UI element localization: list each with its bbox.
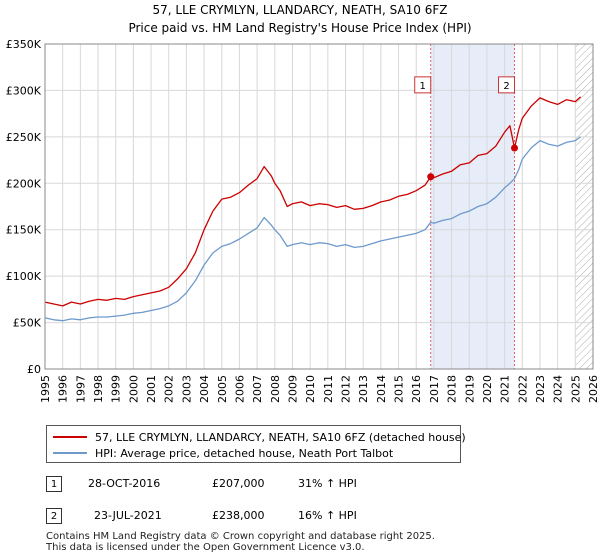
x-tick-label: 2011: [322, 375, 335, 403]
x-tick-label: 1996: [57, 375, 70, 403]
highlight-band: [430, 44, 515, 369]
y-tick-label: £100K: [6, 270, 42, 283]
footer: Contains HM Land Registry data © Crown c…: [46, 531, 435, 553]
legend: 57, LLE CRYMLYN, LLANDARCY, NEATH, SA10 …: [46, 425, 466, 463]
table-row: 1 28-OCT-2016 £207,000 31% ↑ HPI: [46, 476, 406, 496]
transaction-date: 28-OCT-2016: [88, 477, 161, 490]
y-tick-label: £250K: [6, 131, 42, 144]
transaction-price: £238,000: [212, 509, 265, 522]
sale-point: [427, 173, 435, 181]
x-tick-label: 2025: [569, 375, 582, 403]
marker-badge: 1: [46, 476, 62, 492]
x-tick-label: 2015: [393, 375, 406, 403]
price-chart: 57, LLE CRYMLYN, LLANDARCY, NEATH, SA10 …: [6, 3, 600, 403]
forecast-hatch: [575, 44, 593, 369]
chart-title: 57, LLE CRYMLYN, LLANDARCY, NEATH, SA10 …: [153, 3, 448, 17]
x-tick-label: 1997: [74, 375, 87, 403]
hpi-series-line: [44, 136, 581, 322]
x-tick-label: 2002: [163, 375, 176, 403]
marker-box-label: 1: [420, 81, 426, 92]
x-tick-label: 2024: [552, 375, 565, 403]
transaction-hpi-change: 31% ↑ HPI: [298, 477, 357, 490]
y-tick-label: £50K: [13, 317, 42, 330]
x-tick-label: 2022: [516, 375, 529, 403]
y-tick-label: £300K: [6, 84, 42, 97]
x-tick-label: 2019: [463, 375, 476, 403]
x-tick-label: 2010: [304, 375, 317, 403]
y-tick-label: £350K: [6, 38, 42, 51]
x-tick-label: 2000: [127, 375, 140, 403]
transaction-date: 23-JUL-2021: [94, 509, 162, 522]
x-tick-label: 2004: [198, 375, 211, 403]
x-tick-label: 2007: [251, 375, 264, 403]
x-tick-label: 1995: [39, 375, 52, 403]
legend-item-property: 57, LLE CRYMLYN, LLANDARCY, NEATH, SA10 …: [53, 429, 466, 445]
sale-point: [511, 144, 519, 152]
marker-badge: 2: [46, 508, 62, 524]
x-tick-label: 2021: [499, 375, 512, 403]
y-tick-label: £0: [27, 363, 41, 376]
x-tick-label: 2006: [233, 375, 246, 403]
x-tick-label: 2005: [216, 375, 229, 403]
transaction-price: £207,000: [212, 477, 265, 490]
x-tick-label: 2018: [446, 375, 459, 403]
x-tick-label: 2014: [375, 375, 388, 403]
x-tick-label: 1999: [110, 375, 123, 403]
x-tick-label: 2001: [145, 375, 158, 403]
property-line-swatch: [53, 436, 87, 438]
transaction-hpi-change: 16% ↑ HPI: [298, 509, 357, 522]
chart-subtitle: Price paid vs. HM Land Registry's House …: [128, 21, 471, 35]
x-tick-label: 1998: [92, 375, 105, 403]
x-tick-label: 2008: [269, 375, 282, 403]
marker-box: [414, 76, 432, 94]
footer-copyright: Contains HM Land Registry data © Crown c…: [46, 531, 435, 542]
footer-licence: This data is licensed under the Open Gov…: [46, 542, 365, 553]
x-tick-label: 2016: [410, 375, 423, 403]
x-tick-label: 2023: [534, 375, 547, 403]
property-series-line: [44, 96, 582, 307]
x-tick-label: 2026: [587, 375, 600, 403]
y-tick-label: £200K: [6, 177, 42, 190]
table-row: 2 23-JUL-2021 £238,000 16% ↑ HPI: [46, 508, 406, 528]
plot-border: [44, 43, 594, 370]
legend-item-hpi: HPI: Average price, detached house, Neat…: [53, 445, 393, 461]
legend-property-label: 57, LLE CRYMLYN, LLANDARCY, NEATH, SA10 …: [95, 430, 466, 444]
x-tick-label: 2003: [180, 375, 193, 403]
marker-box: [498, 76, 516, 94]
x-tick-label: 2017: [428, 375, 441, 403]
x-tick-label: 2009: [286, 375, 299, 403]
x-tick-label: 2020: [481, 375, 494, 403]
legend-hpi-label: HPI: Average price, detached house, Neat…: [95, 446, 394, 460]
marker-box-label: 2: [503, 81, 509, 92]
x-tick-label: 2013: [357, 375, 370, 403]
hpi-line-swatch: [53, 452, 87, 454]
y-tick-label: £150K: [6, 224, 42, 237]
x-tick-label: 2012: [340, 375, 353, 403]
